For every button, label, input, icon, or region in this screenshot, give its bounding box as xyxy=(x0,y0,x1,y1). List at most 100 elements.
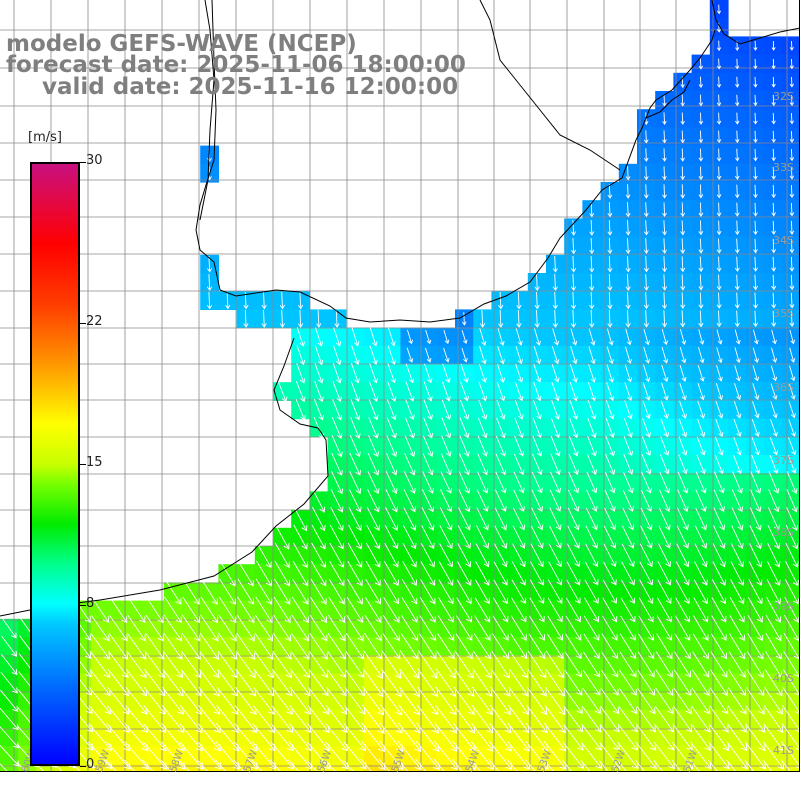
wind-arrow-head xyxy=(502,634,509,641)
wind-arrow-head xyxy=(536,359,542,365)
wind-arrow-head xyxy=(481,377,487,383)
wind-arrow xyxy=(770,419,777,437)
wind-arrow xyxy=(672,705,693,733)
wind-arrow-head xyxy=(589,268,595,273)
wind-arrow-head xyxy=(754,358,759,364)
wind-arrow-head xyxy=(664,524,671,531)
wind-arrow-head xyxy=(500,469,507,476)
wind-arrow-head xyxy=(716,10,722,15)
wind-arrow-head xyxy=(464,469,470,476)
wind-arrow-head xyxy=(573,451,579,457)
wind-arrow xyxy=(699,58,702,69)
wind-cell xyxy=(345,764,365,772)
wind-arrow xyxy=(324,759,337,772)
wind-arrow xyxy=(661,328,667,345)
wind-arrow xyxy=(699,130,702,143)
wind-arrow-head xyxy=(501,579,508,586)
wind-arrow-head xyxy=(755,488,762,494)
wind-arrow xyxy=(438,579,454,604)
wind-arrow-head xyxy=(720,579,726,586)
wind-arrow xyxy=(508,668,529,697)
wind-arrow xyxy=(772,274,775,290)
wind-arrow-head xyxy=(518,414,524,420)
wind-arrow xyxy=(306,741,331,770)
wind-arrow xyxy=(475,579,490,604)
wind-arrow xyxy=(406,329,413,344)
wind-arrow xyxy=(495,453,506,475)
wind-arrow xyxy=(681,292,684,309)
wind-arrow-head xyxy=(738,616,745,623)
wind-arrow xyxy=(497,328,504,346)
wind-arrow xyxy=(733,454,742,474)
wind-arrow-head xyxy=(686,743,693,751)
wind-arrow xyxy=(479,328,486,346)
wind-arrow-head xyxy=(734,230,740,236)
wind-arrow xyxy=(678,418,687,437)
wind-arrow-head xyxy=(629,615,636,623)
wind-arrow-head xyxy=(463,357,468,363)
wind-arrow-head xyxy=(177,707,184,715)
wind-arrow xyxy=(689,759,701,772)
wind-arrow xyxy=(506,759,519,772)
wind-arrow xyxy=(587,382,596,401)
wind-arrow-head xyxy=(572,395,578,402)
wind-arrow xyxy=(580,760,591,772)
wind-arrow-head xyxy=(12,705,19,712)
wind-arrow xyxy=(672,723,693,751)
wind-arrow xyxy=(600,705,620,733)
wind-arrow-head xyxy=(753,102,758,107)
wind-arrow-head xyxy=(248,598,255,605)
wind-arrow-head xyxy=(302,616,309,624)
wind-arrow xyxy=(440,489,452,512)
wind-arrow xyxy=(479,346,486,364)
wind-arrow xyxy=(380,704,403,734)
wind-arrow xyxy=(438,597,454,623)
wind-arrow xyxy=(699,292,702,309)
wind-arrow xyxy=(451,759,464,772)
wind-arrow xyxy=(786,507,798,531)
wind-arrow-head xyxy=(754,450,760,456)
wind-arrow-head xyxy=(722,725,729,733)
wind-arrow-head xyxy=(391,414,397,421)
wind-arrow-head xyxy=(302,579,309,587)
wind-arrow-head xyxy=(230,652,238,660)
wind-arrow-head xyxy=(771,304,777,309)
wind-arrow xyxy=(329,524,344,549)
wind-arrow xyxy=(476,507,489,530)
wind-arrow xyxy=(456,579,472,604)
wind-arrow-head xyxy=(483,597,490,605)
wind-arrow-head xyxy=(702,616,709,623)
wind-arrow xyxy=(608,202,611,217)
wind-arrow-head xyxy=(791,450,797,456)
wind-arrow xyxy=(254,650,274,678)
wind-arrow xyxy=(645,148,647,162)
wind-arrow-head xyxy=(591,414,597,420)
wind-arrow xyxy=(790,292,793,308)
wind-arrow xyxy=(88,705,112,733)
wind-arrow-head xyxy=(463,396,469,402)
wind-arrow-head xyxy=(665,597,672,605)
wind-arrow xyxy=(636,723,657,751)
wind-arrow xyxy=(727,687,747,715)
wind-arrow xyxy=(419,615,436,641)
wind-arrow xyxy=(789,329,794,344)
wind-arrow xyxy=(332,381,341,402)
wind-arrow xyxy=(744,741,766,770)
wind-arrow-head xyxy=(574,561,581,568)
wind-arrow xyxy=(729,597,745,623)
wind-arrow xyxy=(291,614,310,642)
wind-arrow-head xyxy=(426,357,432,363)
wind-arrow xyxy=(367,453,379,476)
wind-arrow xyxy=(663,292,666,309)
wind-arrow-head xyxy=(608,358,614,365)
wind-arrow-head xyxy=(559,762,567,770)
wind-arrow-head xyxy=(663,377,669,383)
wind-arrow xyxy=(256,560,272,586)
wind-arrow xyxy=(566,561,580,586)
wind-arrow xyxy=(424,347,431,363)
wind-arrow xyxy=(437,633,455,659)
wind-arrow xyxy=(588,328,595,346)
wind-arrow xyxy=(696,436,705,456)
wind-cell xyxy=(72,764,92,772)
wind-arrow xyxy=(711,615,727,641)
